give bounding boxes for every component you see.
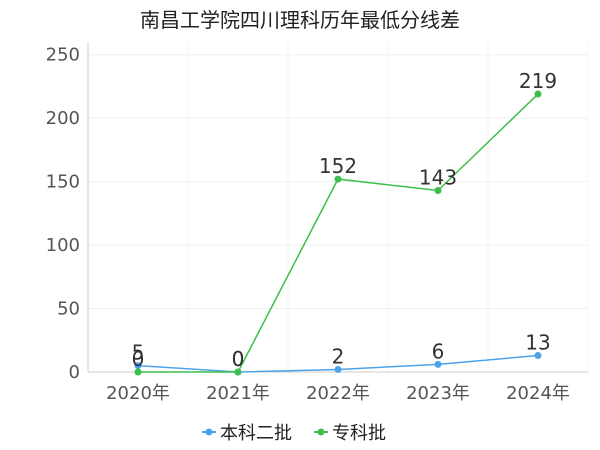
chart-title: 南昌工学院四川理科历年最低分线差: [140, 8, 460, 32]
y-tick-label: 250: [46, 45, 80, 66]
legend-item[interactable]: 专科批: [314, 423, 386, 444]
data-point[interactable]: [334, 365, 342, 373]
data-label: 152: [319, 154, 357, 178]
data-point[interactable]: [134, 368, 142, 376]
y-tick-label: 150: [46, 172, 80, 193]
data-point[interactable]: [234, 368, 242, 376]
data-label: 13: [525, 331, 550, 355]
data-label: 219: [519, 69, 557, 93]
legend[interactable]: 本科二批 专科批: [202, 423, 386, 444]
legend-label: 专科批: [332, 423, 386, 444]
legend-marker-icon: [317, 428, 325, 436]
data-point[interactable]: [134, 362, 142, 370]
data-label: 2: [332, 344, 345, 368]
data-point[interactable]: [434, 360, 442, 368]
data-label: 5: [132, 341, 145, 365]
y-tick-label: 50: [57, 299, 80, 320]
x-tick-label: 2021年: [206, 383, 270, 404]
grid-lines: [87, 42, 589, 372]
y-tick-label: 100: [46, 235, 80, 256]
legend-label: 本科二批: [220, 423, 292, 444]
series-1: 0 0 152 143 219: [132, 69, 557, 376]
data-point[interactable]: [434, 187, 442, 194]
data-point[interactable]: [334, 175, 342, 183]
data-point[interactable]: [534, 352, 542, 359]
legend-item[interactable]: 本科二批: [202, 423, 292, 444]
x-tick-labels: 2020年 2021年 2022年 2023年 2024年: [106, 383, 570, 404]
legend-marker-icon: [205, 428, 213, 436]
x-tick-label: 2020年: [106, 383, 170, 404]
data-label: 0: [232, 347, 245, 371]
x-tick-label: 2024年: [506, 383, 570, 404]
axes: [87, 42, 588, 373]
data-point[interactable]: [534, 90, 542, 98]
series-line: [138, 93, 539, 373]
x-tick-label: 2022年: [306, 383, 370, 404]
series-0: 5 0 2 6 13: [132, 331, 551, 376]
y-tick-label: 200: [46, 108, 80, 129]
data-label: 143: [419, 166, 457, 190]
y-tick-labels: 0 50 100 150 200 250: [46, 45, 80, 383]
data-label: 6: [432, 339, 445, 363]
y-tick-label: 0: [69, 362, 80, 383]
x-tick-label: 2023年: [406, 383, 470, 404]
data-label: 0: [132, 347, 145, 371]
